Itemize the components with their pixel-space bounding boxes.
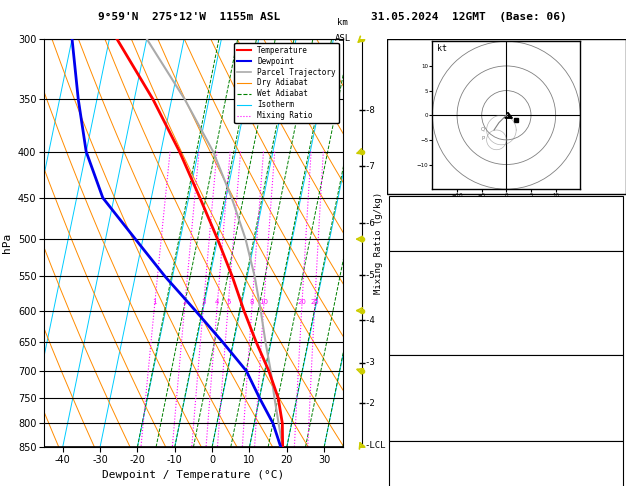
Text: 31.05.2024  12GMT  (Base: 06): 31.05.2024 12GMT (Base: 06) [370,12,567,22]
Text: P: P [482,136,485,141]
Text: -4: -4 [365,316,376,325]
Text: Mixing Ratio (g/kg): Mixing Ratio (g/kg) [374,192,384,294]
Text: 5: 5 [226,298,230,305]
Text: -7: -7 [365,161,376,171]
Text: ASL: ASL [335,34,351,43]
Text: -2: -2 [365,399,376,408]
Text: 18.9: 18.9 [591,267,614,278]
Text: Lifted Index: Lifted Index [399,313,469,323]
Text: Hodograph: Hodograph [480,446,533,456]
Text: θₑ (K): θₑ (K) [399,386,434,396]
Text: 4: 4 [215,298,220,305]
Text: SREH: SREH [399,473,422,483]
Text: -8: -8 [365,106,376,115]
Text: Pressure (mb): Pressure (mb) [399,372,475,382]
Text: 0: 0 [608,400,614,411]
Text: CAPE (J): CAPE (J) [399,328,446,338]
Text: -6: -6 [365,219,376,227]
Text: 20: 20 [298,298,306,305]
Text: 0: 0 [608,473,614,483]
Text: PW (cm): PW (cm) [399,233,440,243]
Bar [389,251,623,355]
Text: 37: 37 [602,199,614,209]
Text: 347: 347 [596,298,614,308]
Text: 8: 8 [250,298,254,305]
Text: -5: -5 [365,271,376,279]
Text: -3: -3 [365,358,376,367]
Text: 850: 850 [596,372,614,382]
Text: Lifted Index: Lifted Index [399,400,469,411]
Bar [389,196,623,251]
Text: 32: 32 [602,430,614,440]
Text: -0: -0 [602,313,614,323]
Text: Dewp (°C): Dewp (°C) [399,283,452,293]
Text: θₑ(K): θₑ(K) [399,298,428,308]
Text: 43: 43 [602,216,614,226]
Text: 347: 347 [596,386,614,396]
Text: 4.18: 4.18 [591,233,614,243]
Text: Most Unstable: Most Unstable [468,360,545,370]
X-axis label: Dewpoint / Temperature (°C): Dewpoint / Temperature (°C) [103,470,284,480]
Text: 18.4: 18.4 [591,283,614,293]
Bar [387,39,626,194]
Bar [389,441,623,486]
Text: 9°59'N  275°12'W  1155m ASL: 9°59'N 275°12'W 1155m ASL [97,12,280,22]
Text: CIN (J): CIN (J) [399,344,440,353]
Text: 8: 8 [608,328,614,338]
Text: 3: 3 [201,298,206,305]
Text: Surface: Surface [486,256,527,266]
Y-axis label: hPa: hPa [3,233,12,253]
Bar [389,355,623,441]
Text: © weatheronline.co.uk: © weatheronline.co.uk [454,436,559,445]
Text: 10: 10 [259,298,269,305]
Text: CIN (J): CIN (J) [399,430,440,440]
Text: 25: 25 [310,298,319,305]
Text: 31: 31 [602,415,614,425]
Text: EH: EH [399,457,411,468]
Text: Totals Totals: Totals Totals [399,216,475,226]
Text: -5: -5 [602,457,614,468]
Text: Temp (°C): Temp (°C) [399,267,452,278]
Text: -LCL: -LCL [365,441,386,450]
Text: Q: Q [481,126,485,131]
Text: km: km [337,17,348,27]
Legend: Temperature, Dewpoint, Parcel Trajectory, Dry Adiabat, Wet Adiabat, Isotherm, Mi: Temperature, Dewpoint, Parcel Trajectory… [235,43,339,123]
Text: 64: 64 [602,344,614,353]
Text: K: K [399,199,404,209]
Text: 1: 1 [152,298,157,305]
Text: kt: kt [437,44,447,53]
Text: 2: 2 [182,298,187,305]
Text: CAPE (J): CAPE (J) [399,415,446,425]
